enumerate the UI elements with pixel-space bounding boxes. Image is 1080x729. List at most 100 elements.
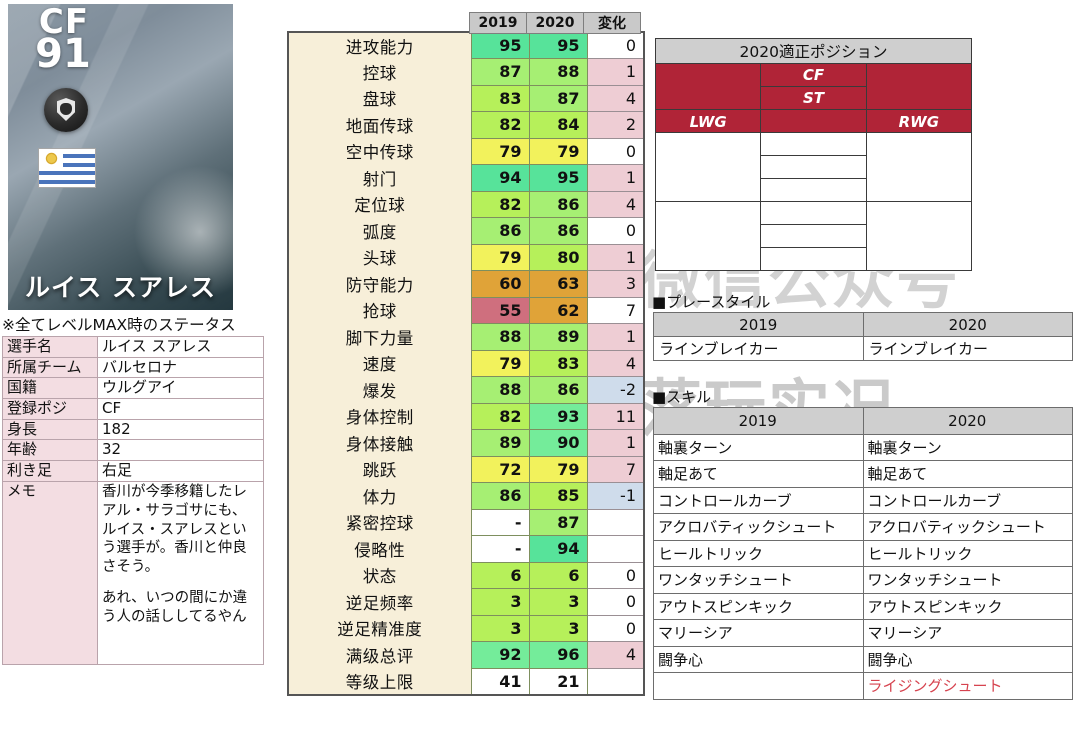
uruguay-flag-icon — [38, 148, 96, 188]
skills-row: ヒールトリック ヒールトリック — [653, 539, 1073, 567]
stat-label: 身体控制 — [288, 403, 471, 430]
skill-2019: ワンタッチシュート — [653, 566, 864, 594]
skill-2019: アウトスピンキック — [653, 592, 864, 620]
stat-change: 1 — [586, 429, 645, 457]
stat-label: 跳跃 — [288, 456, 471, 483]
stat-value-2020: 95 — [528, 164, 588, 192]
stat-label: 侵略性 — [288, 535, 471, 562]
stat-change: 4 — [586, 84, 645, 112]
position-cell-rwg-top — [865, 63, 973, 110]
position-cell-lwg-top — [654, 63, 762, 110]
stat-value-2020: 79 — [528, 455, 588, 483]
stat-label: 等级上限 — [288, 668, 471, 695]
info-row: 登録ポジ CF — [2, 398, 264, 420]
stat-change: 0 — [586, 137, 645, 165]
stat-value-2019: 55 — [470, 296, 530, 324]
position-grid-left-1 — [654, 132, 762, 202]
stat-change: 7 — [586, 296, 645, 324]
card-position-label: CF — [38, 4, 90, 42]
stats-row: 等级上限 41 21 — [288, 667, 645, 695]
stat-value-2020: 21 — [528, 667, 588, 695]
info-row: 所属チーム バルセロナ — [2, 356, 264, 379]
stat-label: 地面传球 — [288, 111, 471, 138]
position-row-cf: CF — [654, 63, 973, 110]
stat-label: 头球 — [288, 244, 471, 271]
stat-value-2019: 82 — [470, 190, 530, 218]
stat-value-2019: - — [470, 508, 530, 536]
position-grid-right-1 — [865, 132, 973, 202]
stat-label: 身体接触 — [288, 429, 471, 456]
stat-label: 控球 — [288, 58, 471, 85]
stat-change: 3 — [586, 270, 645, 298]
stat-value-2020: 87 — [528, 84, 588, 112]
stats-row: 抢球 55 62 7 — [288, 296, 645, 324]
stat-change: 2 — [586, 111, 645, 139]
stats-row: 地面传球 82 84 2 — [288, 111, 645, 139]
info-key: 身長 — [2, 418, 98, 441]
stat-label: 进攻能力 — [288, 32, 471, 59]
playstyle-header-2020: 2020 — [862, 312, 1073, 337]
position-table: 2020適正ポジション CF ST LWG RWG — [654, 38, 973, 271]
playstyle-header-row: 2019 2020 — [653, 312, 1073, 337]
skill-2020: ライジングシュート — [862, 672, 1073, 700]
info-row-memo: メモ 香川が今季移籍したレアル・サラゴサにも、ルイス・スアレスという選手が。香川と… — [2, 480, 264, 665]
skills-header-row: 2019 2020 — [653, 407, 1073, 435]
position-cell-cf: CF — [760, 63, 867, 87]
stats-row: 侵略性 -94 — [288, 535, 645, 563]
info-row: 年齢 32 — [2, 439, 264, 462]
stats-row: 体力 86 85 -1 — [288, 482, 645, 510]
skill-2019: コントロールカーブ — [653, 486, 864, 514]
info-value: ルイス スアレス — [97, 336, 264, 358]
skills-row: アウトスピンキック アウトスピンキック — [653, 592, 1073, 620]
stat-value-2019: 94 — [470, 164, 530, 192]
skills-header-2020: 2020 — [862, 407, 1073, 435]
skills-table: 2019 2020 軸裏ターン 軸裏ターン 軸足あて 軸足あて コントロールカーブ コントロー… — [653, 407, 1073, 700]
stat-label: 紧密控球 — [288, 509, 471, 536]
skills-row: ライジングシュート — [653, 672, 1073, 700]
stat-value-2020: 89 — [528, 323, 588, 351]
stats-table: 进攻能力 95 95 0 控球 87 88 1 盘球 83 87 4 地面传球 82 84 2 空中传球 79 79… — [287, 31, 645, 696]
skills-row: 軸足あて 軸足あて — [653, 460, 1073, 488]
card-player-name: ルイス スアレス — [25, 273, 216, 302]
stats-body: 进攻能力 95 95 0 控球 87 88 1 盘球 83 87 4 地面传球 82 84 2 空中传球 79 79… — [288, 31, 645, 695]
stat-value-2019: 3 — [470, 614, 530, 642]
stat-change — [586, 535, 645, 563]
skill-2019: 軸足あて — [653, 460, 864, 488]
info-row: 国籍 ウルグアイ — [2, 377, 264, 400]
stat-label: 定位球 — [288, 191, 471, 218]
skill-2020: 軸裏ターン — [862, 433, 1073, 461]
stat-value-2020: 86 — [528, 217, 588, 245]
stat-value-2019: 83 — [470, 84, 530, 112]
stats-header-row: 2019 2020 変化 — [469, 12, 643, 34]
stat-label: 逆足精准度 — [288, 615, 471, 642]
stats-row: 跳跃 72 79 7 — [288, 455, 645, 483]
position-grid-row-1 — [654, 132, 973, 202]
stat-value-2019: 41 — [470, 667, 530, 695]
stats-row: 盘球 83 87 4 — [288, 84, 645, 112]
stat-label: 速度 — [288, 350, 471, 377]
stats-row: 控球 87 88 1 — [288, 58, 645, 86]
player-card: CF 91 ルイス スアレス — [8, 4, 233, 310]
info-key: 利き足 — [2, 460, 98, 482]
skills-row: ワンタッチシュート ワンタッチシュート — [653, 566, 1073, 594]
position-grid-center-4 — [760, 201, 867, 225]
position-table-title: 2020適正ポジション — [655, 38, 972, 64]
skills-header-2019: 2019 — [653, 407, 864, 435]
stats-row: 爆发 88 86 -2 — [288, 376, 645, 404]
stat-value-2019: 87 — [470, 58, 530, 86]
stats-row: 头球 79 80 1 — [288, 243, 645, 271]
skills-row: コントロールカーブ コントロールカーブ — [653, 486, 1073, 514]
stat-value-2019: 3 — [470, 588, 530, 616]
stat-value-2020: 3 — [528, 614, 588, 642]
skill-2019: マリーシア — [653, 619, 864, 647]
skill-2019: アクロバティックシュート — [653, 513, 864, 541]
stat-change: 1 — [586, 58, 645, 86]
stat-value-2019: 86 — [470, 217, 530, 245]
stat-value-2020: 94 — [528, 535, 588, 563]
position-grid-row-4 — [654, 201, 973, 271]
stat-label: 状态 — [288, 562, 471, 589]
stat-change — [586, 508, 645, 536]
player-info-body: 選手名 ルイス スアレス 所属チーム バルセロナ 国籍 ウルグアイ 登録ポジ CF 身長 182 年… — [2, 336, 264, 665]
position-grid-center-6 — [760, 247, 867, 271]
stats-header-2020: 2020 — [526, 12, 584, 34]
